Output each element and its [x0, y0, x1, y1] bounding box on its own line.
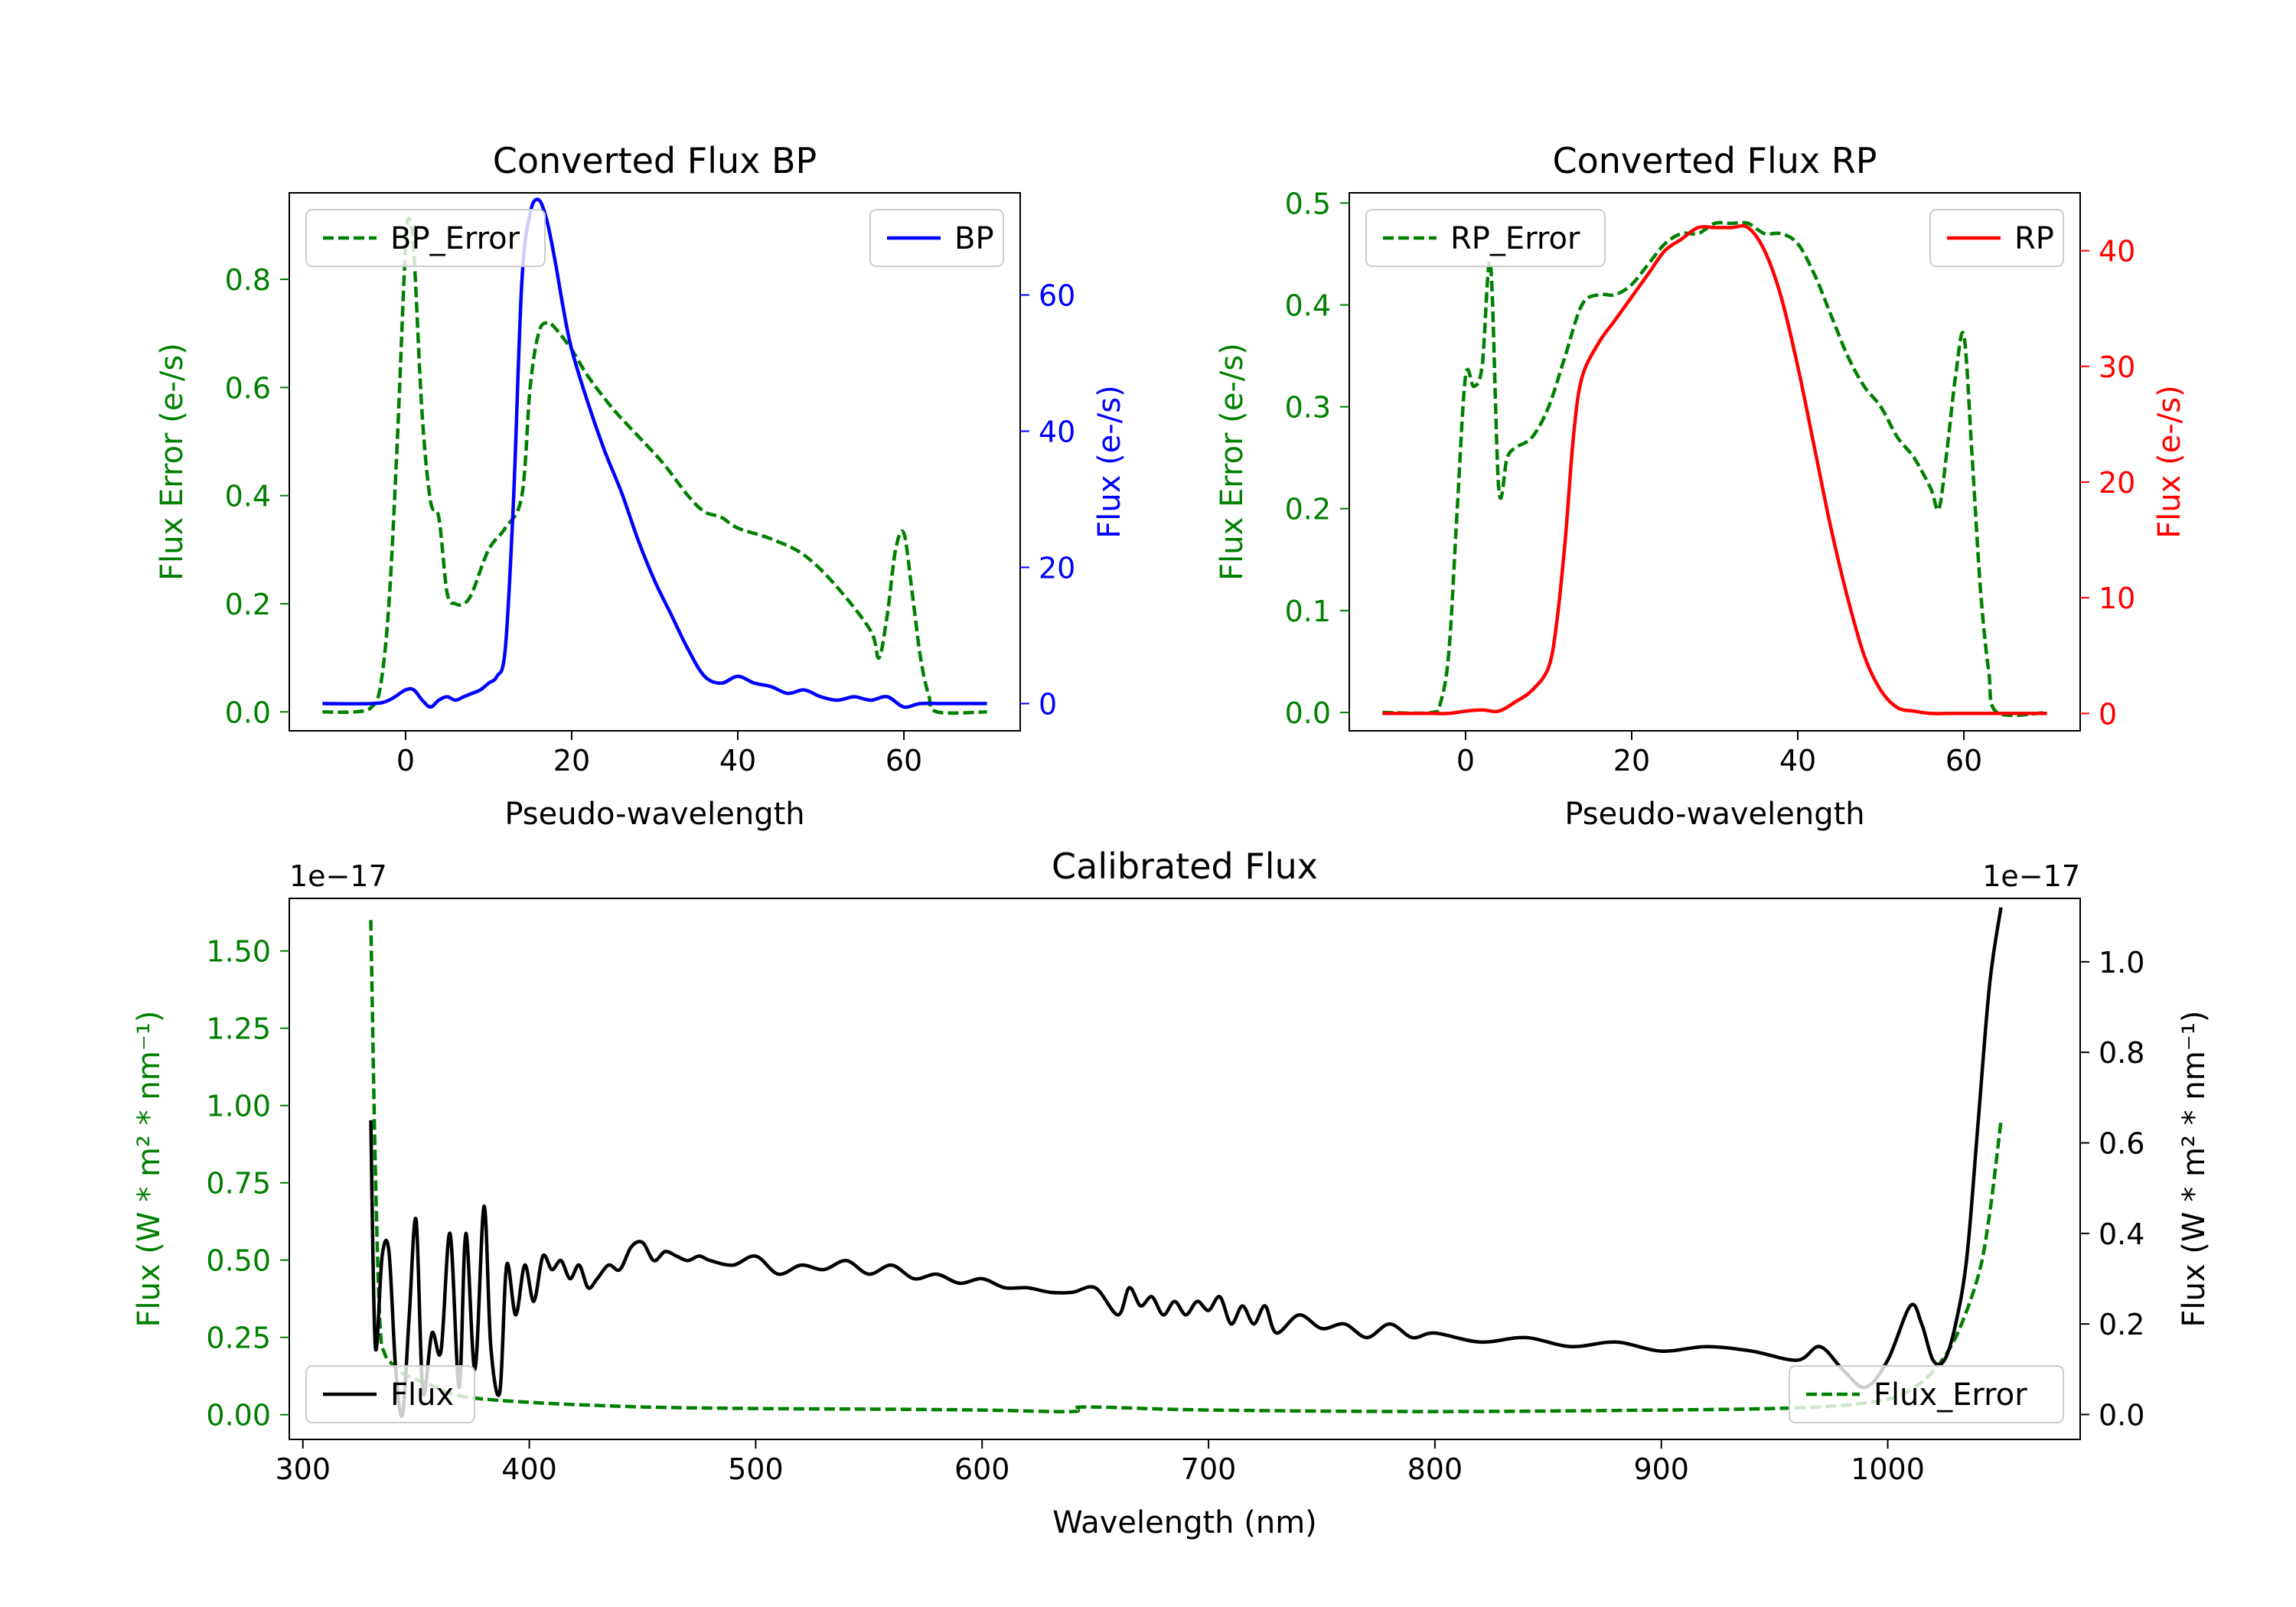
left-tick-label: 0.8: [225, 263, 271, 297]
legend-label: RP_Error: [1450, 221, 1580, 256]
chart-title: Converted Flux BP: [493, 140, 817, 181]
chart-bp: 0 20 40 60 0.0 0.2 0.4 0.6 0.8 0 20 40 60 Converted F…: [155, 140, 1127, 832]
left-tick-label: 0.00: [206, 1399, 271, 1433]
left-tick-label: 1.25: [206, 1012, 271, 1046]
left-tick-label: 0.0: [1285, 696, 1331, 730]
right-tick-label: 60: [1039, 279, 1075, 312]
legend-flux-error: Flux_Error: [1789, 1365, 2064, 1423]
left-axis-label: Flux (W * m² * nm⁻¹): [132, 1011, 167, 1328]
left-tick-label: 0.3: [1285, 391, 1331, 425]
left-tick-label: 0.1: [1285, 595, 1331, 628]
x-tick-label: 60: [885, 744, 922, 777]
legend-rp-error: RP_Error: [1365, 209, 1606, 267]
left-tick-label: 0.0: [225, 696, 271, 729]
left-tick-label: 0.4: [1285, 288, 1331, 322]
legend-flux: Flux: [305, 1365, 475, 1423]
right-tick-label: 10: [2099, 582, 2135, 615]
right-tick-label: 0: [1039, 687, 1057, 721]
legend-bp-error: BP_Error: [305, 209, 546, 267]
right-tick-label: 0: [2099, 697, 2117, 731]
plot-frame: [289, 898, 2081, 1440]
left-axis-label: Flux Error (e-/s): [155, 343, 190, 581]
x-tick-label: 900: [1633, 1452, 1689, 1486]
x-tick-label: 20: [1613, 744, 1650, 777]
left-offset-label: 1e−17: [289, 859, 387, 893]
legend-box: [305, 1365, 475, 1423]
legend-label: BP: [954, 221, 994, 256]
left-tick-label: 0.5: [1285, 187, 1331, 220]
chart-rp: 0 20 40 60 0.0 0.1 0.2 0.3 0.4 0.5 0 10 20 30 40 Conver…: [1215, 140, 2187, 832]
right-tick-label: 0.6: [2099, 1126, 2144, 1160]
series-line-rp: [1382, 223, 2047, 715]
chart-title: Calibrated Flux: [1052, 846, 1318, 887]
right-tick-label: 0.2: [2099, 1308, 2144, 1341]
left-tick-label: 1.50: [206, 935, 271, 969]
x-tick-label: 20: [553, 744, 590, 777]
left-tick-label: 0.2: [225, 588, 271, 621]
right-axis-label: Flux (e-/s): [1092, 385, 1127, 538]
x-tick-label: 700: [1181, 1452, 1237, 1486]
legend-label: Flux: [390, 1377, 454, 1413]
legend-label: RP: [2014, 221, 2054, 256]
x-tick-label: 500: [728, 1452, 784, 1486]
right-axis-label: Flux (e-/s): [2152, 385, 2187, 538]
x-tick-label: 40: [719, 744, 756, 777]
right-tick-label: 0.0: [2099, 1398, 2144, 1432]
legend-rp: RP: [1929, 209, 2064, 267]
chart-title: Converted Flux RP: [1553, 140, 1877, 181]
x-tick-label: 60: [1945, 744, 1982, 777]
legend-box: [1365, 209, 1606, 267]
x-tick-label: 300: [275, 1452, 331, 1486]
left-tick-label: 0.25: [206, 1322, 271, 1355]
x-tick-label: 40: [1779, 744, 1816, 777]
legend-box: [305, 209, 546, 267]
plot-frame: [1349, 192, 2081, 732]
series-line-rp-error: [1382, 220, 2047, 718]
right-tick-label: 30: [2099, 350, 2135, 384]
x-tick-label: 0: [396, 744, 415, 777]
legend-box: [1789, 1365, 2064, 1423]
right-tick-label: 0.8: [2099, 1036, 2144, 1070]
x-axis-label: Pseudo-wavelength: [504, 797, 804, 832]
right-tick-label: 20: [1039, 551, 1075, 585]
left-tick-label: 0.4: [225, 480, 271, 513]
right-tick-label: 40: [1039, 415, 1075, 448]
left-tick-label: 1.00: [206, 1090, 271, 1123]
legend-label: Flux_Error: [1874, 1377, 2027, 1413]
right-tick-label: 0.4: [2099, 1217, 2144, 1251]
left-tick-label: 0.75: [206, 1167, 271, 1201]
x-axis-label: Pseudo-wavelength: [1564, 797, 1864, 832]
x-tick-label: 800: [1407, 1452, 1463, 1486]
x-tick-label: 600: [954, 1452, 1010, 1486]
right-tick-label: 20: [2099, 466, 2135, 500]
legend-label: BP_Error: [390, 221, 520, 256]
x-tick-label: 0: [1456, 744, 1475, 777]
legend-bp: BP: [869, 209, 1004, 267]
left-tick-label: 0.50: [206, 1244, 271, 1278]
x-tick-label: 400: [501, 1452, 557, 1486]
right-axis-label: Flux (W * m² * nm⁻¹): [2177, 1011, 2212, 1328]
right-offset-label: 1e−17: [1982, 859, 2080, 893]
left-tick-label: 0.6: [225, 371, 271, 405]
x-tick-label: 1000: [1851, 1452, 1925, 1486]
series-line-bp: [322, 197, 987, 709]
left-axis-label: Flux Error (e-/s): [1215, 343, 1250, 581]
plot-frame: [289, 192, 1021, 732]
right-tick-label: 40: [2099, 235, 2135, 269]
x-axis-label: Wavelength (nm): [1052, 1505, 1317, 1540]
chart-cal: 300 400 500 600 700 800 900 1000 0.00 0.25 0.50 0.7…: [132, 846, 2212, 1540]
left-tick-label: 0.2: [1285, 493, 1331, 526]
right-tick-label: 1.0: [2099, 946, 2144, 980]
